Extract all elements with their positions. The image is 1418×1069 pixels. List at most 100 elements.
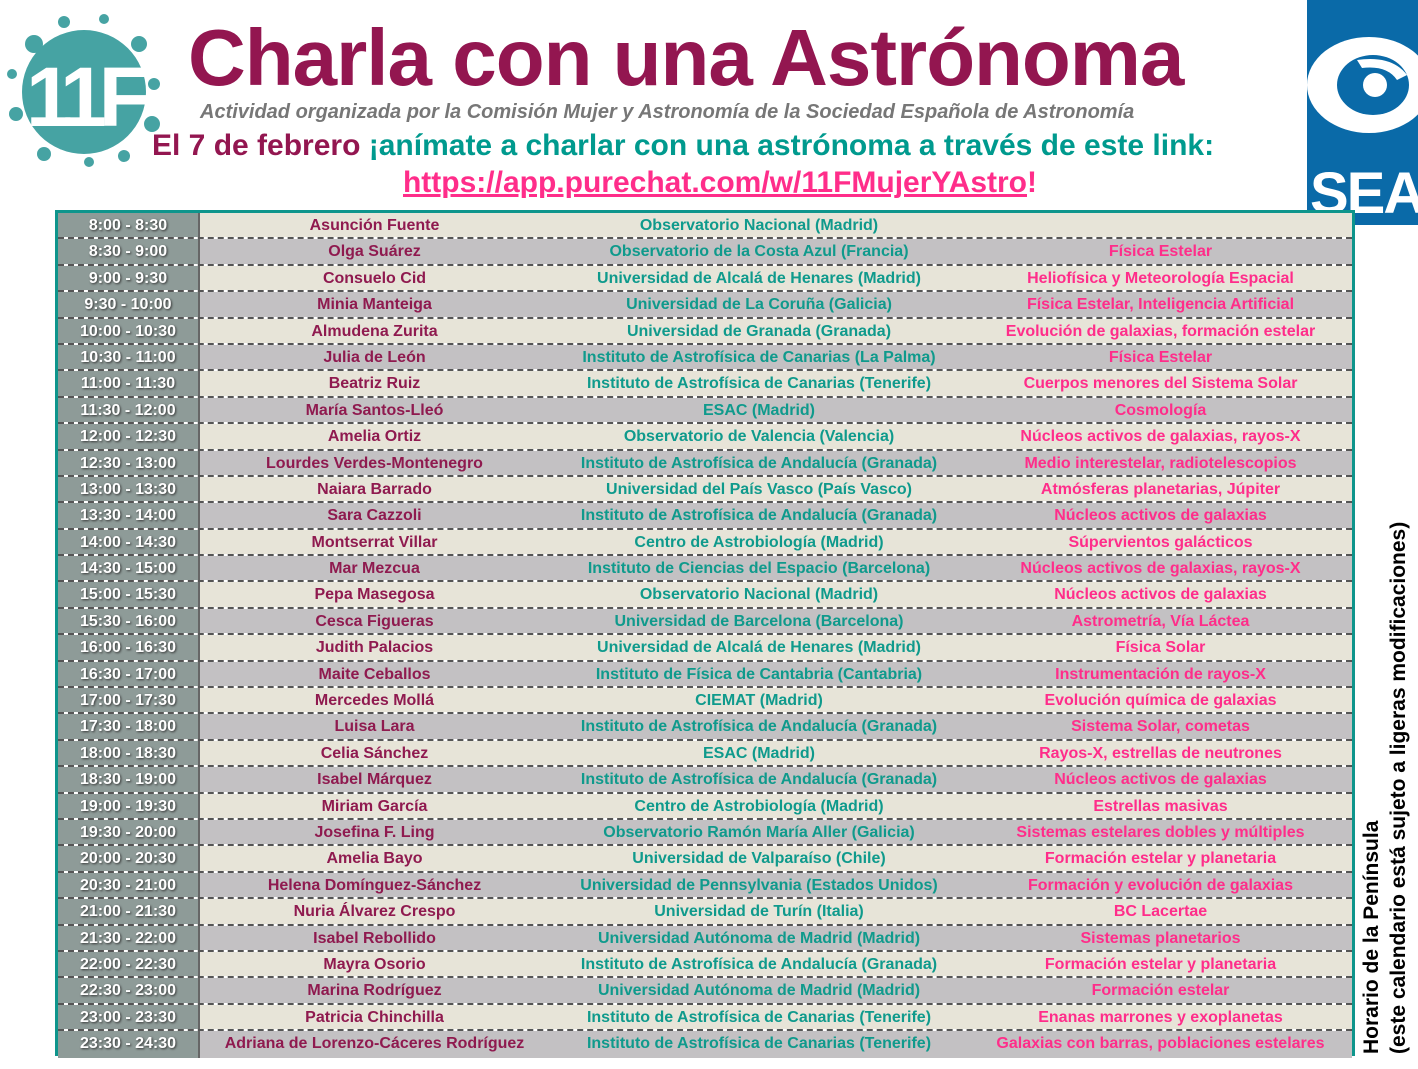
table-row: 22:00 - 22:30 Mayra Osorio Instituto de As…: [58, 951, 1352, 979]
name-cell: Isabel Rebollido: [200, 925, 549, 950]
name-cell: Celia Sánchez: [200, 740, 549, 766]
institution-cell: Observatorio Nacional (Madrid): [549, 213, 969, 238]
name-cell: Marina Rodríguez: [200, 978, 549, 1003]
name-cell: Olga Suárez: [200, 239, 549, 264]
table-row: 8:00 - 8:30 Asunción Fuente Observatorio N…: [58, 213, 1352, 240]
table-row: 13:00 - 13:30 Naiara Barrado Universidad d…: [58, 476, 1352, 504]
topic-cell: Enanas marrones y exoplanetas: [969, 1004, 1352, 1030]
institution-cell: CIEMAT (Madrid): [549, 688, 969, 713]
topic-cell: Rayos-X, estrellas de neutrones: [969, 740, 1352, 766]
topic-cell: Núcleos activos de galaxias: [969, 503, 1352, 528]
name-cell: Amelia Bayo: [200, 846, 549, 871]
topic-cell: Núcleos activos de galaxias, rayos-X: [969, 424, 1352, 449]
table-row: 9:00 - 9:30 Consuelo Cid Universidad de Al…: [58, 265, 1352, 293]
side-note-timezone: Horario de la Península: [1360, 820, 1383, 1054]
name-cell: Minia Manteiga: [200, 292, 549, 317]
institution-cell: Instituto de Astrofísica de Andalucía (G…: [549, 951, 969, 977]
name-cell: Sara Cazzoli: [200, 503, 549, 528]
table-row: 23:30 - 24:30 Adriana de Lorenzo-Cáceres …: [58, 1031, 1352, 1058]
name-cell: Consuelo Cid: [200, 265, 549, 291]
table-row: 9:30 - 10:00 Minia Manteiga Universidad de…: [58, 292, 1352, 319]
institution-cell: Universidad de Granada (Granada): [549, 318, 969, 343]
time-cell: 8:30 - 9:00: [58, 239, 200, 264]
institution-cell: ESAC (Madrid): [549, 740, 969, 766]
name-cell: María Santos-Lleó: [200, 397, 549, 423]
topic-cell: Evolución química de galaxias: [969, 688, 1352, 713]
topic-cell: Medio interestelar, radiotelescopios: [969, 450, 1352, 475]
name-cell: Mar Mezcua: [200, 556, 549, 581]
topic-cell: Atmósferas planetarias, Júpiter: [969, 476, 1352, 502]
time-cell: 15:30 - 16:00: [58, 608, 200, 634]
table-row: 12:00 - 12:30 Amelia Ortiz Observatorio de…: [58, 424, 1352, 451]
name-cell: Isabel Márquez: [200, 767, 549, 792]
topic-cell: Formación estelar y planetaria: [969, 846, 1352, 871]
time-cell: 13:30 - 14:00: [58, 503, 200, 528]
institution-cell: Universidad de La Coruña (Galicia): [549, 292, 969, 317]
table-row: 21:30 - 22:00 Isabel Rebollido Universidad…: [58, 925, 1352, 952]
time-cell: 11:00 - 11:30: [58, 371, 200, 396]
time-cell: 23:00 - 23:30: [58, 1004, 200, 1030]
event-date: El 7 de febrero: [152, 129, 361, 162]
topic-cell: Física Solar: [969, 635, 1352, 660]
time-cell: 20:30 - 21:00: [58, 872, 200, 898]
institution-cell: Universidad de Alcalá de Henares (Madrid…: [549, 265, 969, 291]
institution-cell: Universidad de Valparaíso (Chile): [549, 846, 969, 871]
page-title: Charla con una Astrónoma: [188, 13, 1184, 102]
institution-cell: Universidad de Barcelona (Barcelona): [549, 608, 969, 634]
table-row: 8:30 - 9:00 Olga Suárez Observatorio de la…: [58, 239, 1352, 266]
topic-cell: Sistemas planetarios: [969, 925, 1352, 950]
time-cell: 22:30 - 23:00: [58, 978, 200, 1003]
time-cell: 11:30 - 12:00: [58, 397, 200, 423]
topic-cell: Sistema Solar, cometas: [969, 714, 1352, 739]
time-cell: 10:00 - 10:30: [58, 318, 200, 343]
institution-cell: Instituto de Ciencias del Espacio (Barce…: [549, 556, 969, 581]
schedule-table: 8:00 - 8:30 Asunción Fuente Observatorio N…: [55, 210, 1355, 1058]
institution-cell: Centro de Astrobiología (Madrid): [549, 793, 969, 818]
chat-link[interactable]: https://app.purechat.com/w/11FMujerYAstr…: [402, 166, 1027, 199]
name-cell: Julia de León: [200, 344, 549, 370]
time-cell: 18:00 - 18:30: [58, 740, 200, 766]
institution-cell: Instituto de Física de Cantabria (Cantab…: [549, 661, 969, 687]
name-cell: Josefina F. Ling: [200, 819, 549, 845]
table-row: 15:00 - 15:30 Pepa Masegosa Observatorio N…: [58, 582, 1352, 609]
time-cell: 17:00 - 17:30: [58, 688, 200, 713]
institution-cell: Universidad del País Vasco (País Vasco): [549, 476, 969, 502]
invitation-text: ¡anímate a charlar con una astrónoma a t…: [368, 129, 1215, 162]
topic-cell: Núcleos activos de galaxias: [969, 767, 1352, 792]
topic-cell: Física Estelar: [969, 344, 1352, 370]
topic-cell: Formación estelar y planetaria: [969, 951, 1352, 977]
table-row: 15:30 - 16:00 Cesca Figueras Universidad d…: [58, 608, 1352, 636]
institution-cell: Centro de Astrobiología (Madrid): [549, 529, 969, 555]
time-cell: 18:30 - 19:00: [58, 767, 200, 792]
name-cell: Luisa Lara: [200, 714, 549, 739]
institution-cell: Universidad Autónoma de Madrid (Madrid): [549, 978, 969, 1003]
time-cell: 15:00 - 15:30: [58, 582, 200, 607]
table-row: 20:30 - 21:00 Helena Domínguez-Sánchez Uni…: [58, 872, 1352, 900]
time-cell: 20:00 - 20:30: [58, 846, 200, 871]
table-row: 23:00 - 23:30 Patricia Chinchilla Institut…: [58, 1004, 1352, 1032]
topic-cell: BC Lacertae: [969, 899, 1352, 924]
name-cell: Patricia Chinchilla: [200, 1004, 549, 1030]
topic-cell: Física Estelar: [969, 239, 1352, 264]
table-row: 14:30 - 15:00 Mar Mezcua Instituto de Cien…: [58, 556, 1352, 583]
topic-cell: Física Estelar, Inteligencia Artificial: [969, 292, 1352, 317]
table-row: 19:30 - 20:00 Josefina F. Ling Observatori…: [58, 819, 1352, 847]
time-cell: 23:30 - 24:30: [58, 1031, 200, 1058]
topic-cell: Instrumentación de rayos-X: [969, 661, 1352, 687]
topic-cell: Núcleos activos de galaxias: [969, 582, 1352, 607]
institution-cell: Universidad Autónoma de Madrid (Madrid): [549, 925, 969, 950]
time-cell: 19:30 - 20:00: [58, 819, 200, 845]
svg-text:11F: 11F: [26, 50, 148, 144]
topic-cell: Evolución de galaxias, formación estelar: [969, 318, 1352, 343]
time-cell: 21:00 - 21:30: [58, 899, 200, 924]
topic-cell: Astrometría, Vía Láctea: [969, 608, 1352, 634]
name-cell: Mercedes Mollá: [200, 688, 549, 713]
name-cell: Adriana de Lorenzo-Cáceres Rodríguez: [200, 1031, 549, 1058]
table-row: 10:00 - 10:30 Almudena Zurita Universidad …: [58, 318, 1352, 345]
table-row: 19:00 - 19:30 Miriam García Centro de Astr…: [58, 793, 1352, 820]
name-cell: Almudena Zurita: [200, 318, 549, 343]
time-cell: 19:00 - 19:30: [58, 793, 200, 818]
time-cell: 9:00 - 9:30: [58, 265, 200, 291]
table-row: 13:30 - 14:00 Sara Cazzoli Instituto de As…: [58, 503, 1352, 530]
side-note: Horario de la Península (este calendario…: [1358, 522, 1412, 1054]
